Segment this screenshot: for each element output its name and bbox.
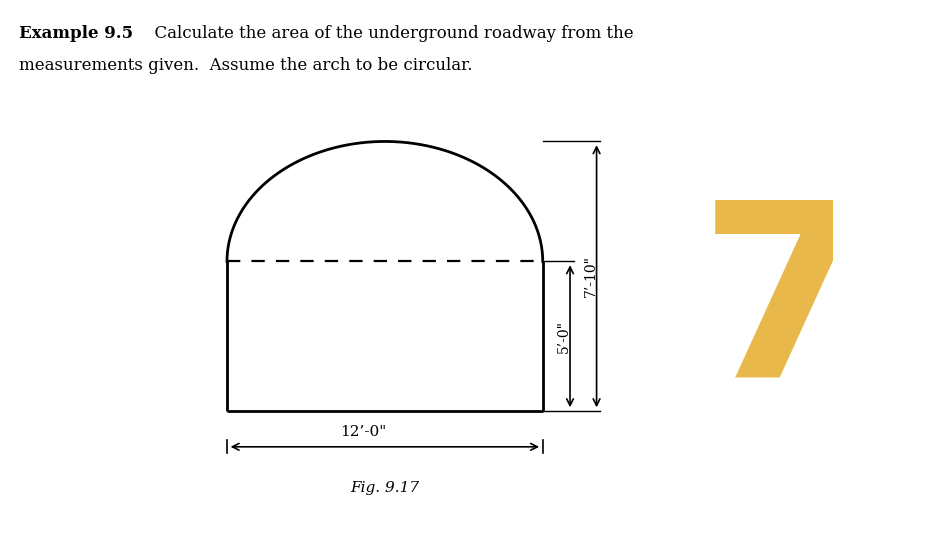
Text: Calculate the area of the underground roadway from the: Calculate the area of the underground ro… xyxy=(144,25,633,42)
Text: 7’-10": 7’-10" xyxy=(583,255,598,297)
Text: Example 9.5: Example 9.5 xyxy=(19,25,132,42)
Text: 7: 7 xyxy=(698,192,868,428)
Text: 12’-0": 12’-0" xyxy=(340,425,386,439)
Text: Fig. 9.17: Fig. 9.17 xyxy=(350,480,419,494)
Text: 5’-0": 5’-0" xyxy=(557,320,571,353)
Text: measurements given.  Assume the arch to be circular.: measurements given. Assume the arch to b… xyxy=(19,57,472,74)
